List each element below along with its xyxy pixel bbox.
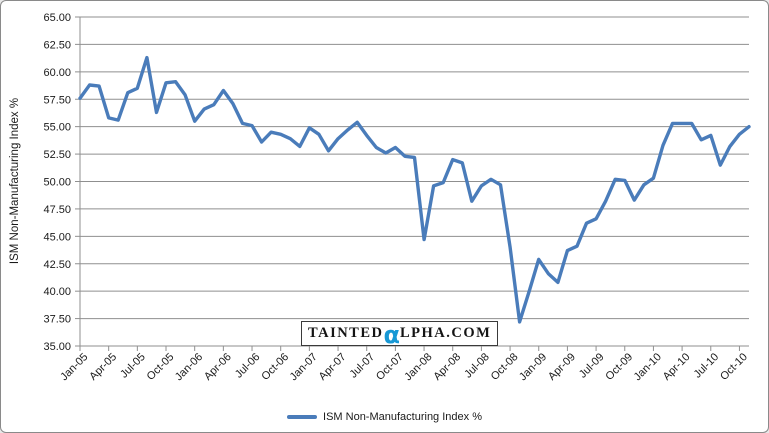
x-tick-label: Apr-06 — [202, 351, 234, 383]
watermark: TAINTED α LPHA.COM — [301, 321, 499, 347]
y-tick-label: 65.00 — [43, 12, 71, 24]
x-tick-label: Jul-06 — [233, 351, 263, 381]
x-tick-label: Oct-05 — [145, 351, 177, 383]
y-tick-label: 45.00 — [43, 231, 71, 243]
y-tick-label: 57.50 — [43, 94, 71, 106]
x-tick-label: Jul-09 — [577, 351, 607, 381]
x-tick-label: Apr-10 — [661, 351, 693, 383]
x-tick-label: Jul-07 — [348, 351, 378, 381]
x-tick-label: Apr-05 — [87, 351, 119, 383]
x-tick-label: Apr-08 — [431, 351, 463, 383]
legend-line-swatch-icon — [287, 415, 318, 419]
x-tick-label: Jan-06 — [173, 351, 205, 383]
x-tick-label: Oct-06 — [259, 351, 291, 383]
watermark-text-left: TAINTED — [308, 325, 384, 342]
watermark-text-right: LPHA.COM — [400, 325, 492, 342]
y-tick-label: 52.50 — [43, 149, 71, 161]
data-line-series — [78, 55, 751, 324]
x-tick-label: Oct-07 — [374, 351, 406, 383]
y-tick-label: 62.50 — [43, 39, 71, 51]
x-tick-label: Jul-10 — [692, 351, 722, 381]
x-tick-label: Oct-10 — [718, 351, 750, 383]
y-tick-label: 47.50 — [43, 204, 71, 216]
x-tick-label: Jan-09 — [517, 351, 549, 383]
x-tick-label: Apr-09 — [546, 351, 578, 383]
x-tick-label: Jan-10 — [632, 351, 664, 383]
x-tick-label: Jul-08 — [462, 351, 492, 381]
x-tick-label: Oct-08 — [489, 351, 521, 383]
y-tick-label: 50.00 — [43, 177, 71, 189]
x-tick-label: Apr-07 — [317, 351, 349, 383]
x-tick-label: Jul-05 — [118, 351, 148, 381]
y-tick-label: 40.00 — [43, 286, 71, 298]
y-tick-label: 60.00 — [43, 67, 71, 79]
x-tick-label: Jan-07 — [288, 351, 320, 383]
x-tick-label: Jan-05 — [58, 351, 90, 383]
y-tick-label: 37.50 — [43, 314, 71, 326]
x-tick-label: Jan-08 — [402, 351, 434, 383]
y-tick-label: 42.50 — [43, 259, 71, 271]
y-tick-label: 35.00 — [43, 341, 71, 353]
x-tick-label: Oct-09 — [603, 351, 635, 383]
y-tick-label: 55.00 — [43, 122, 71, 134]
legend-label: ISM Non-Manufacturing Index % — [323, 411, 482, 423]
legend: ISM Non-Manufacturing Index % — [1, 411, 768, 423]
